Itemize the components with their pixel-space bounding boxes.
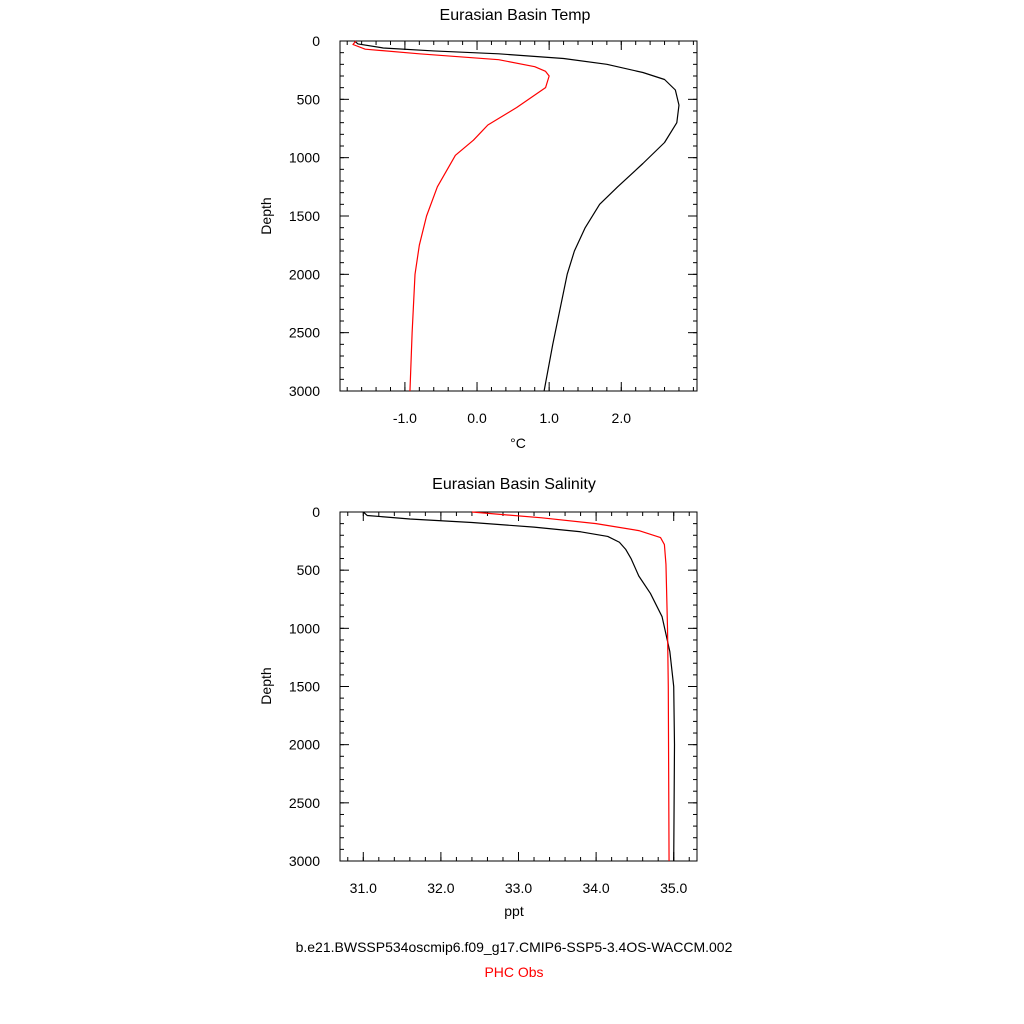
temperature-y-tick-label: 1500 (289, 208, 320, 224)
salinity-y-tick-label: 0 (312, 504, 320, 520)
temperature-panel: Eurasian Basin Temp °C Depth -1.0 0.0 1.0 2… (258, 7, 698, 451)
legend-model-label: b.e21.BWSSP534oscmip6.f09_g17.CMIP6-SSP5… (296, 939, 733, 955)
temperature-y-tick-label: 2500 (289, 325, 320, 341)
temperature-y-axis-label: Depth (258, 197, 274, 234)
legend: b.e21.BWSSP534oscmip6.f09_g17.CMIP6-SSP5… (296, 939, 733, 980)
salinity-model-profile-line (362, 511, 676, 862)
salinity-y-tick-label: 1000 (289, 620, 320, 636)
temperature-y-tick-label: 2000 (289, 266, 320, 282)
salinity-y-tick-label: 3000 (289, 853, 320, 869)
salinity-x-tick-label: 31.0 (350, 880, 377, 896)
salinity-plot-area: 31.0 32.0 33.0 34.0 35.0 0 500 1000 1500 2000 2500… (289, 504, 698, 896)
temperature-y-tick-label: 3000 (289, 383, 320, 399)
salinity-x-tick-label: 34.0 (582, 880, 609, 896)
temperature-y-tick-label: 0 (312, 33, 320, 49)
salinity-x-tick-label: 32.0 (427, 880, 454, 896)
temperature-plot-area: -1.0 0.0 1.0 2.0 0 500 1000 1500 2000 2500 3000 (289, 33, 698, 426)
temperature-y-tick-label: 500 (297, 91, 321, 107)
temperature-y-tick-label: 1000 (289, 150, 320, 166)
salinity-x-tick-label: 33.0 (505, 880, 532, 896)
salinity-y-tick-label: 2000 (289, 737, 320, 753)
temperature-x-tick-label: -1.0 (393, 410, 417, 426)
temperature-x-tick-label: 2.0 (612, 410, 632, 426)
temperature-model-profile-line (354, 40, 680, 392)
salinity-y-tick-label: 1500 (289, 679, 320, 695)
temperature-x-tick-label: 1.0 (539, 410, 559, 426)
salinity-chart-title: Eurasian Basin Salinity (432, 476, 596, 493)
salinity-x-tick-label: 35.0 (660, 880, 687, 896)
salinity-panel: Eurasian Basin Salinity ppt Depth 31.0 32… (258, 476, 698, 919)
temperature-x-tick-label: 0.0 (467, 410, 487, 426)
temperature-x-axis-label: °C (510, 435, 526, 451)
salinity-y-tick-label: 2500 (289, 795, 320, 811)
salinity-y-axis-label: Depth (258, 667, 274, 704)
temperature-obs-profile-line (352, 40, 550, 392)
temperature-chart-title: Eurasian Basin Temp (440, 7, 591, 24)
legend-obs-label: PHC Obs (484, 964, 543, 980)
salinity-obs-profile-line (471, 511, 670, 862)
salinity-x-axis-label: ppt (504, 903, 524, 919)
salinity-y-tick-label: 500 (297, 562, 321, 578)
